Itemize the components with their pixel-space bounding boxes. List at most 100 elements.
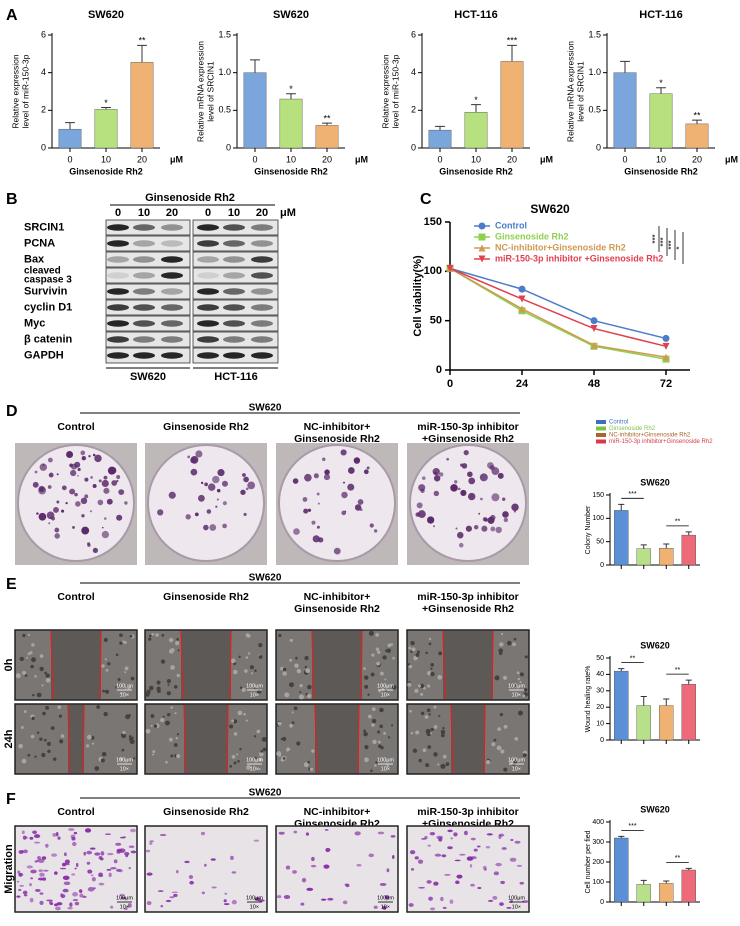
colony	[293, 528, 300, 535]
cell	[258, 643, 263, 648]
cell	[427, 745, 432, 749]
migrated-cell	[175, 869, 179, 874]
cell	[258, 757, 263, 762]
dose-label: 10	[138, 207, 150, 219]
migrated-cell	[438, 837, 443, 842]
migrated-cell	[26, 865, 33, 869]
y-axis-label: Wound healing rate%	[585, 666, 592, 733]
wound-edge	[180, 630, 184, 700]
row-label: 24h	[3, 729, 15, 748]
cell	[387, 736, 391, 739]
migrated-cell	[17, 870, 21, 874]
colony	[89, 510, 93, 513]
cell	[440, 733, 445, 738]
dose-label: 0	[115, 207, 121, 219]
colony	[212, 475, 220, 484]
migrated-cell	[510, 838, 514, 841]
migrated-cell	[98, 875, 104, 877]
cell	[363, 729, 366, 733]
colony	[245, 487, 249, 491]
blot-band	[251, 288, 273, 295]
blot-band	[223, 352, 245, 359]
migrated-cell	[74, 901, 80, 906]
migrated-cell	[188, 875, 194, 879]
colony	[341, 491, 348, 499]
protein-label: PCNA	[24, 237, 55, 249]
cell	[291, 721, 295, 725]
x-tick-label: 20	[322, 154, 332, 164]
error-bar	[685, 531, 692, 536]
migrated-cell	[484, 868, 487, 871]
protein-label: Survivin	[24, 285, 68, 297]
migrated-cell	[29, 882, 32, 887]
cell	[23, 710, 27, 714]
blot-band	[107, 320, 129, 327]
cell	[410, 731, 414, 735]
wound-edge	[50, 630, 54, 700]
marker	[446, 264, 454, 272]
migrated-cell	[223, 899, 227, 903]
blot-band	[197, 240, 219, 247]
blot-band	[161, 288, 183, 295]
cell	[96, 705, 101, 709]
cell	[233, 732, 238, 736]
colony	[373, 529, 378, 533]
colony	[98, 479, 102, 483]
x-tick-label: 10	[471, 154, 481, 164]
group-label: Ginsenoside Rh2	[163, 421, 249, 433]
magnification-label: 10×	[250, 692, 259, 698]
blot-band	[161, 256, 183, 263]
migrated-cell	[61, 862, 67, 867]
cell	[374, 764, 377, 767]
migrated-cell	[73, 831, 78, 835]
migrated-cell	[477, 886, 482, 890]
cell	[103, 637, 108, 643]
migrated-cell	[324, 828, 329, 831]
y-axis-label: Cell number per fied	[585, 830, 592, 893]
colony	[369, 523, 374, 528]
cell	[367, 693, 370, 696]
colony	[489, 514, 496, 521]
migrated-cell	[171, 891, 178, 894]
cell	[91, 742, 95, 745]
colony	[195, 450, 203, 458]
colony	[502, 511, 509, 518]
migrated-cell	[210, 858, 216, 861]
legend-label: miR-150-3p inhibitor+Ginsenoside Rh2	[609, 439, 713, 445]
migrated-cell	[473, 848, 478, 852]
migrated-cell	[345, 883, 350, 888]
cell	[20, 726, 24, 729]
magnification-label: 10×	[381, 766, 390, 772]
blot-band	[107, 256, 129, 263]
migrated-cell	[488, 899, 494, 902]
migrated-cell	[71, 873, 76, 876]
colony	[432, 468, 440, 476]
migrated-cell	[285, 865, 291, 870]
error-bar	[250, 59, 260, 73]
group-label: Ginsenoside Rh2	[163, 806, 249, 818]
migrated-cell	[450, 837, 454, 840]
migrated-cell	[373, 905, 378, 909]
cell	[176, 754, 181, 759]
migrated-cell	[433, 881, 439, 886]
migrated-cell	[211, 886, 217, 889]
cell	[289, 638, 293, 643]
colony	[92, 483, 97, 488]
wound-edge	[183, 704, 187, 774]
error-bar	[620, 60, 630, 73]
error-bar	[663, 543, 670, 549]
y-axis-label: Relative expression	[10, 54, 20, 128]
cell	[375, 632, 380, 637]
blot-band	[251, 320, 273, 327]
migrated-cell	[107, 852, 114, 856]
migrated-cell	[51, 853, 58, 857]
cell	[27, 633, 31, 637]
wound-gap	[68, 705, 84, 773]
magnification-label: 10×	[120, 766, 129, 772]
cell	[391, 684, 397, 690]
colony	[101, 479, 109, 488]
colony	[359, 508, 363, 512]
blot-band	[197, 352, 219, 359]
cell	[251, 672, 254, 675]
error-bar	[65, 122, 75, 130]
